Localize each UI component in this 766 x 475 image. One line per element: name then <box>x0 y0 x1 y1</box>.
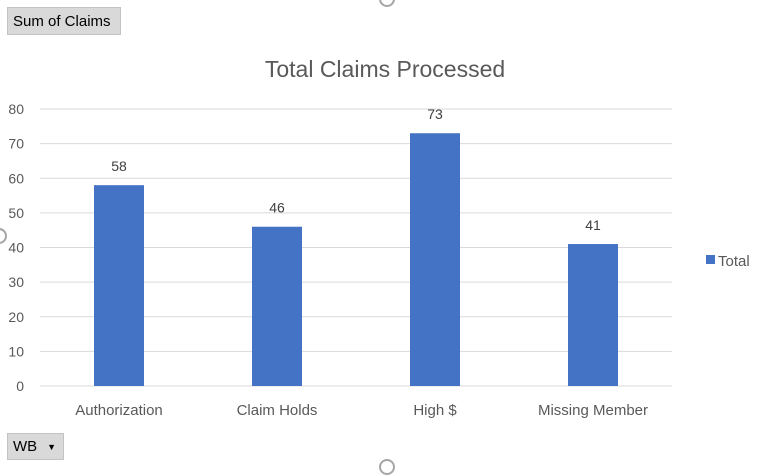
chart-title: Total Claims Processed <box>265 56 505 82</box>
legend-swatch-total <box>706 255 715 264</box>
wb-filter-label: WB <box>13 438 38 455</box>
data-label: 58 <box>111 158 127 174</box>
y-tick-label: 50 <box>8 205 24 221</box>
y-axis-tick-labels: 0 10 20 30 40 50 60 70 80 <box>8 101 24 394</box>
bar-authorization[interactable] <box>94 185 144 386</box>
category-label: Claim Holds <box>237 402 318 419</box>
y-tick-label: 70 <box>8 136 24 152</box>
gridlines <box>40 108 672 387</box>
data-label: 46 <box>269 200 285 216</box>
y-tick-label: 40 <box>8 240 24 256</box>
category-label: High $ <box>413 402 457 419</box>
y-tick-label: 80 <box>8 101 24 117</box>
y-tick-label: 60 <box>8 170 24 186</box>
data-label: 73 <box>427 106 443 122</box>
data-labels: 58 46 73 41 <box>111 106 601 233</box>
sum-of-claims-label: Sum of Claims <box>13 12 111 30</box>
x-axis-category-labels: Authorization Claim Holds High $ Missing Me… <box>75 402 648 419</box>
bars <box>94 133 618 386</box>
y-tick-label: 0 <box>16 378 24 394</box>
data-label: 41 <box>585 217 601 233</box>
bar-claim-holds[interactable] <box>252 226 302 386</box>
category-label: Missing Member <box>538 402 648 419</box>
sum-of-claims-field-button[interactable]: Sum of Claims <box>7 7 121 35</box>
bar-high[interactable] <box>410 133 460 386</box>
category-label: Authorization <box>75 402 163 419</box>
bar-missing-member[interactable] <box>568 244 618 386</box>
triangle-down-icon[interactable]: ▼ <box>47 441 57 452</box>
y-tick-label: 30 <box>8 274 24 290</box>
wb-filter-field-button[interactable]: WB ▼ <box>7 433 64 460</box>
y-tick-label: 10 <box>8 343 24 359</box>
legend-label-total: Total <box>718 253 750 270</box>
legend[interactable]: Total <box>706 253 750 270</box>
y-tick-label: 20 <box>8 309 24 325</box>
